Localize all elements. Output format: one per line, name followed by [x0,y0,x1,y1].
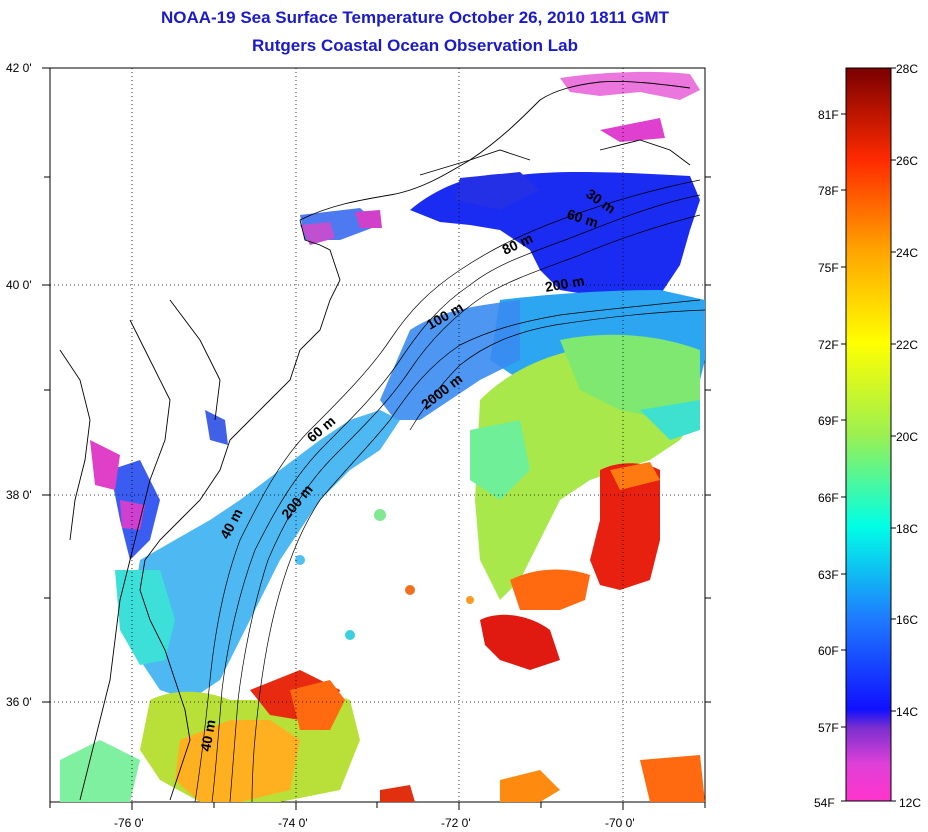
colorbar-f-label: 66F [818,491,839,505]
lon-label: -72 0' [441,816,471,830]
map-title: NOAA-19 Sea Surface Temperature October … [160,8,670,27]
colorbar-c-label: 28C [896,62,918,76]
isobath-label: 40 m [197,718,218,752]
map-subtitle: Rutgers Coastal Ocean Observation Lab [252,36,578,55]
colorbar [845,67,892,802]
colorbar-f-label: 75F [818,261,839,275]
frame-ticks [42,67,711,810]
coastline [59,81,691,801]
colorbar-f-label: 72F [818,338,839,352]
lat-label: 36 0' [6,695,32,709]
colorbar-c-label: 26C [896,154,918,168]
sst-field [60,71,705,802]
colorbar-c-label: 22C [896,338,918,352]
colorbar-c-label: 12C [899,796,921,810]
colorbar-f-label: 54F [814,796,835,810]
lat-label: 38 0' [6,488,32,502]
lat-label: 42 0' [6,61,32,75]
isobath-label: 200 m [544,272,586,295]
colorbar-f-label: 63F [818,568,839,582]
colorbar-f-label: 57F [818,721,839,735]
colorbar-c-label: 18C [896,522,918,536]
colorbar-c-label: 24C [896,246,918,260]
colorbar-c-label: 16C [896,613,918,627]
colorbar-c-label: 20C [896,430,918,444]
lon-label: -74 0' [278,816,308,830]
colorbar-f-label: 69F [818,414,839,428]
colorbar-f-label: 60F [818,644,839,658]
colorbar-f-label: 81F [818,108,839,122]
colorbar-ticks [841,67,896,802]
lon-label: -76 0' [114,816,144,830]
lat-label: 40 0' [6,278,32,292]
colorbar-f-label: 78F [818,184,839,198]
isobaths [194,179,705,802]
colorbar-c-label: 14C [896,705,918,719]
lon-label: -70 0' [605,816,635,830]
